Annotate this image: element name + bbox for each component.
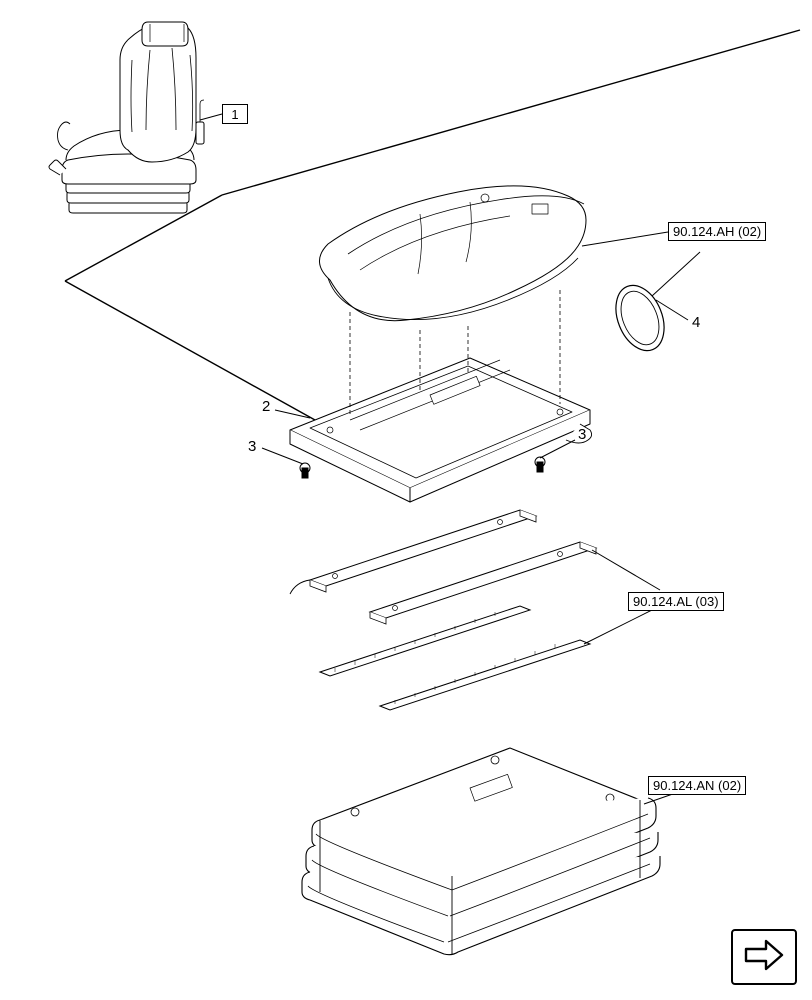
box-al: 90.124.AL (03)	[628, 592, 724, 611]
ref-3b-text: 3	[578, 426, 586, 443]
leaders	[262, 232, 700, 804]
diagram-svg	[0, 0, 812, 1000]
cushion-illustration	[319, 186, 586, 321]
next-page-icon[interactable]	[731, 929, 797, 985]
box-al-text: 90.124.AL (03)	[633, 594, 719, 609]
screw-left	[300, 463, 310, 478]
ref-1-box: 1	[222, 104, 248, 124]
ref-4-text: 4	[692, 314, 700, 331]
box-ah-text: 90.124.AH (02)	[673, 224, 761, 239]
slide-rails-upper	[290, 510, 596, 624]
ring-illustration	[607, 278, 673, 358]
ref-2-text: 2	[262, 398, 270, 415]
suspension-base-illustration	[302, 748, 660, 955]
slide-rails-lower	[320, 606, 590, 710]
box-an: 90.124.AN (02)	[648, 776, 746, 795]
box-an-text: 90.124.AN (02)	[653, 778, 741, 793]
ref-3a-text: 3	[248, 438, 256, 455]
seat-assembly-illustration	[49, 22, 204, 213]
diagram-stage: 1 2 3 3 4 90.124.AH (02) 90.124.AL (03) …	[0, 0, 812, 1000]
box-ah: 90.124.AH (02)	[668, 222, 766, 241]
ref-1-leader	[200, 114, 222, 120]
ref-1-text: 1	[231, 107, 238, 122]
screw-right	[535, 457, 545, 472]
seat-pan-illustration	[290, 358, 592, 502]
